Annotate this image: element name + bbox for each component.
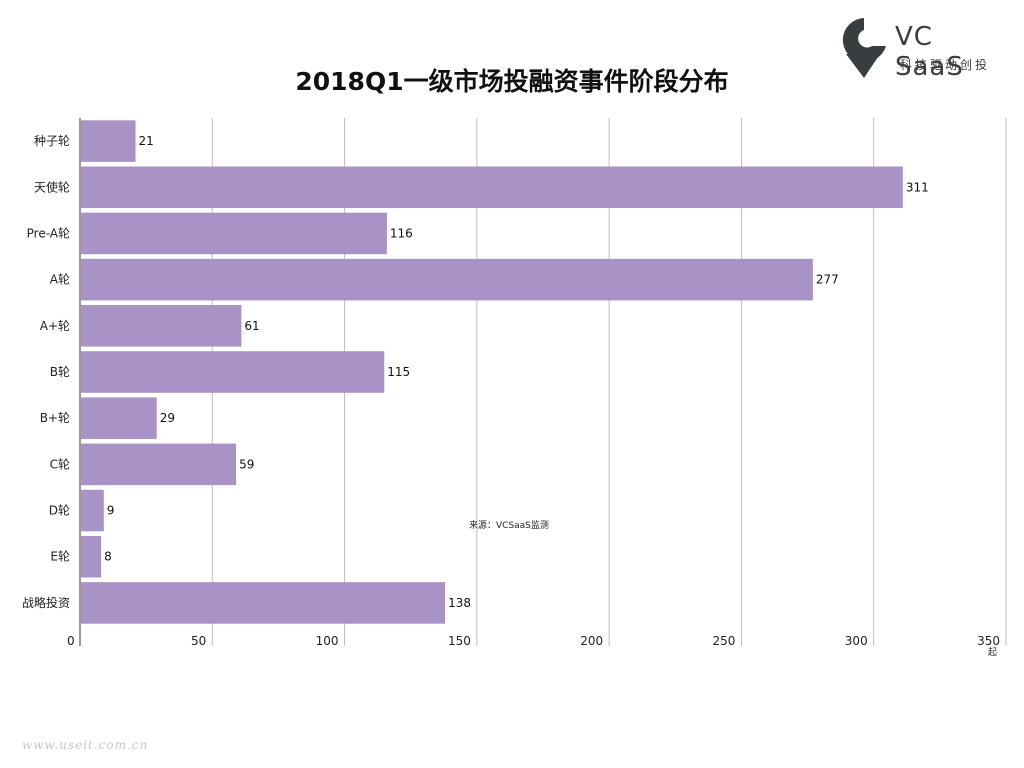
value-label-B+轮: 29 [160, 411, 175, 425]
value-label-D轮: 9 [107, 504, 115, 518]
vcsaas-logo: VC SaaS 科技驱动创投 [840, 16, 1010, 82]
value-label-A+轮: 61 [244, 319, 259, 333]
x-tick-label-200: 200 [580, 634, 603, 648]
x-tick-labels: 0 50 100 150 200 250 300 350 [67, 634, 1000, 648]
x-tick-label-100: 100 [316, 634, 339, 648]
x-axis-unit: 起 [988, 648, 998, 658]
category-label-A轮: A轮 [50, 273, 70, 287]
bar-A轮 [81, 258, 813, 301]
bars [81, 120, 903, 624]
x-tick-label-0: 0 [67, 634, 75, 648]
x-tick-label-250: 250 [713, 634, 736, 648]
value-labels: 21 311 116 277 61 115 29 59 9 8 138 [104, 134, 929, 610]
chart-title: 2018Q1一级市场投融资事件阶段分布 [295, 67, 729, 96]
category-label-B轮: B轮 [50, 365, 70, 379]
logo-name: VC SaaS [895, 22, 964, 82]
value-label-天使轮: 311 [906, 180, 929, 194]
x-tick-label-350: 350 [977, 634, 1000, 648]
value-label-种子轮: 21 [139, 134, 154, 148]
watermark: www.useit.com.cn [22, 738, 149, 752]
category-label-战略投资: 战略投资 [22, 595, 70, 610]
category-label-C轮: C轮 [50, 457, 70, 471]
bar-天使轮 [81, 166, 903, 209]
bar-E轮 [81, 535, 102, 578]
value-label-E轮: 8 [104, 550, 112, 564]
category-label-D轮: D轮 [49, 504, 70, 518]
value-label-B轮: 115 [387, 365, 410, 379]
x-tick-label-150: 150 [448, 634, 471, 648]
bar-B轮 [81, 351, 385, 393]
bar-C轮 [81, 443, 237, 486]
vcsaas-logo-icon [842, 18, 886, 78]
logo-tagline: 科技驱动创投 [900, 58, 991, 72]
category-label-种子轮: 种子轮 [34, 134, 70, 148]
value-label-C轮: 59 [239, 457, 254, 471]
category-label-B+轮: B+轮 [40, 411, 70, 425]
category-label-Pre-A轮: Pre-A轮 [27, 226, 70, 240]
category-label-A+轮: A+轮 [40, 319, 70, 333]
bar-Pre-A轮 [81, 212, 387, 255]
x-tick-label-300: 300 [845, 634, 868, 648]
value-label-战略投资: 138 [448, 596, 471, 610]
bar-战略投资 [81, 582, 446, 624]
x-tick-label-50: 50 [191, 634, 206, 648]
value-label-Pre-A轮: 116 [390, 226, 413, 240]
source-annotation: 来源：VCSaaS监测 [469, 521, 549, 531]
category-label-E轮: E轮 [50, 550, 70, 564]
bar-A+轮 [81, 305, 242, 347]
category-label-天使轮: 天使轮 [34, 179, 70, 194]
value-label-A轮: 277 [816, 273, 839, 287]
bar-种子轮 [81, 120, 136, 162]
bar-B+轮 [81, 397, 157, 439]
bar-D轮 [81, 489, 104, 532]
